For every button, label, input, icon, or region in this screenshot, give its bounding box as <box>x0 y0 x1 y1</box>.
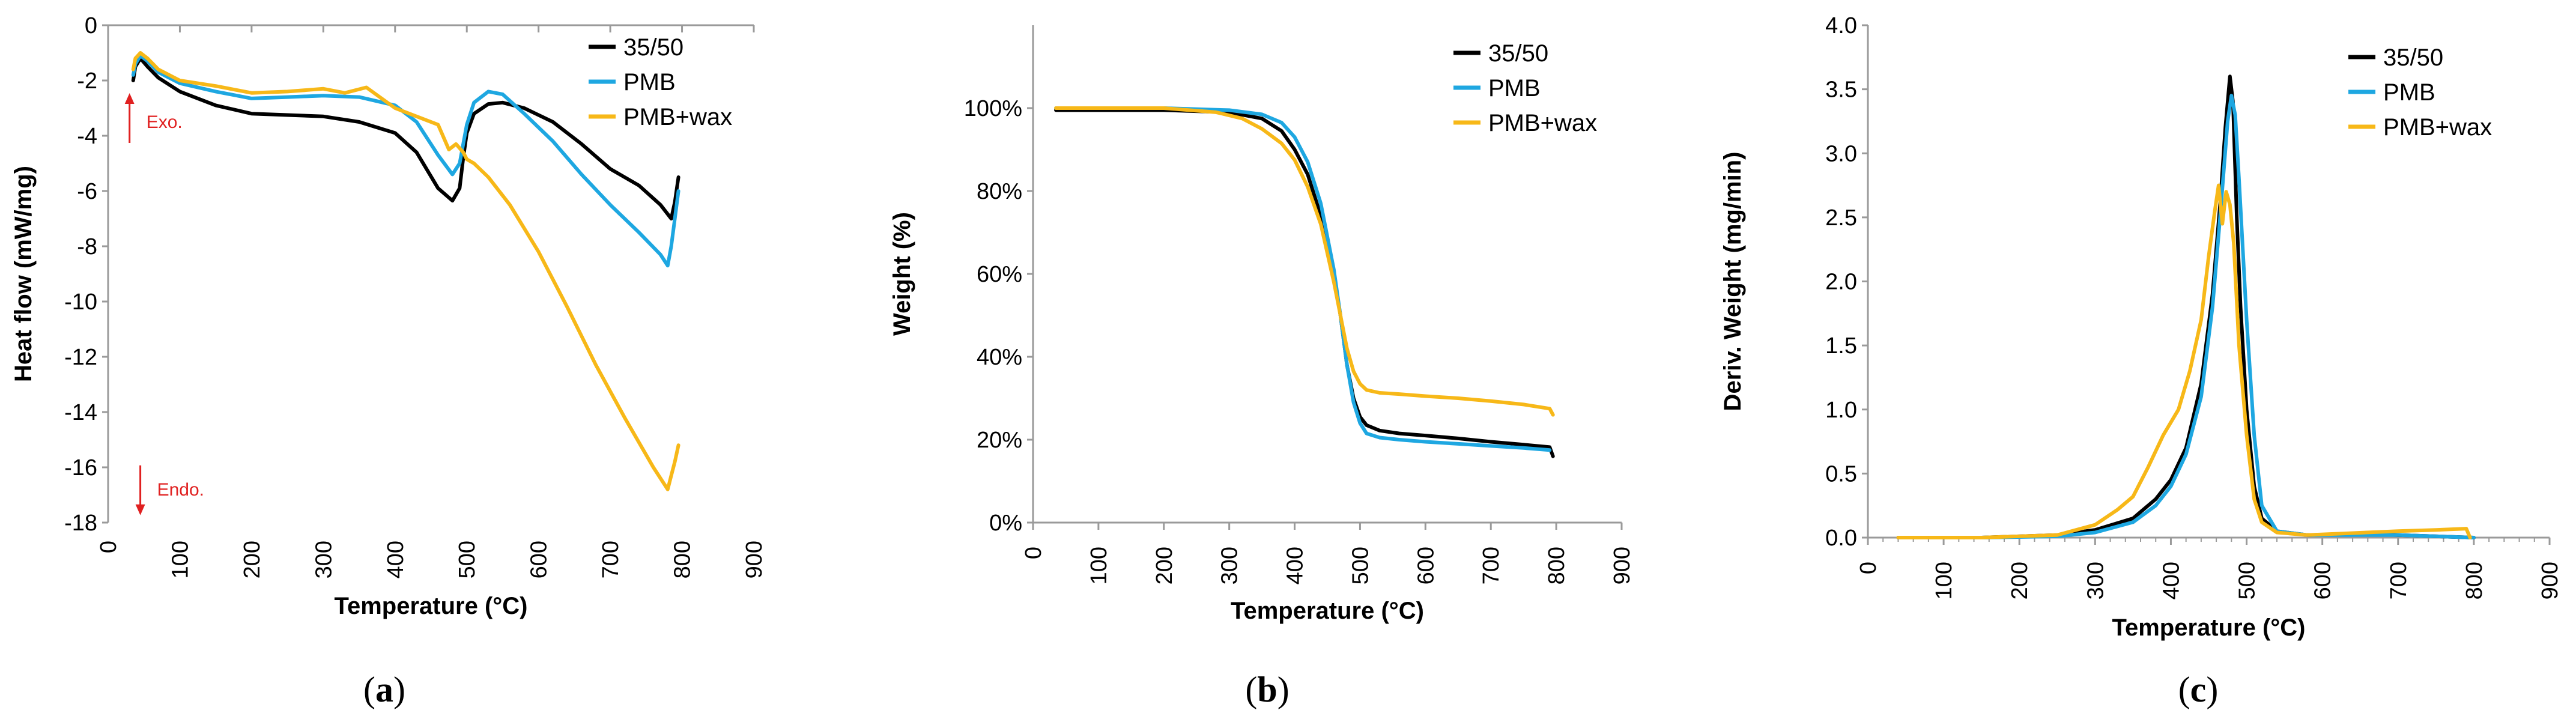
y-tick-label: 0 <box>85 13 97 38</box>
y-tick-label: 4.0 <box>1825 13 1857 38</box>
x-tick-label: 200 <box>2007 562 2032 599</box>
chart-panel-c: 0.0 0.5 1.0 1.5 2.0 2.5 3.0 3.5 4.0 0 100 200 300 400… <box>1720 13 2563 709</box>
y-tick-label: -14 <box>64 400 97 425</box>
y-tick-label: 2.5 <box>1825 205 1857 231</box>
chart-panel-a: 0 -2 -4 -6 -8 -10 -12 -14 -16 -18 0 100 200 300 400 500… <box>10 13 767 709</box>
series-line-pmb-wax <box>1054 106 1555 417</box>
y-tick-label: -2 <box>77 68 97 94</box>
x-tick-label: 500 <box>1348 547 1373 584</box>
x-tick-label: 500 <box>455 541 480 578</box>
x-tick-label: 800 <box>670 541 696 578</box>
series-line-pmb-wax <box>1896 183 2472 539</box>
y-axis-title: Weight (%) <box>889 212 915 336</box>
x-tick-label: 300 <box>1217 547 1243 584</box>
x-tick-label: 800 <box>2462 562 2487 599</box>
x-tick-label: 200 <box>240 541 265 578</box>
y-tick-label: 1.0 <box>1825 398 1857 423</box>
y-axis-title: Deriv. Weight (mg/min) <box>1720 152 1746 411</box>
x-tick-label: 900 <box>742 541 767 578</box>
series-line-pmb-wax <box>131 51 680 491</box>
series-line-35-50 <box>131 56 680 220</box>
x-tick-label: 100 <box>168 541 193 578</box>
x-tick-label: 700 <box>1479 547 1504 584</box>
caption-paren-open: ( <box>2178 670 2190 709</box>
y-tick-label: 0.5 <box>1825 461 1857 487</box>
x-tick-label: 700 <box>2386 562 2411 599</box>
panel-caption: (a) <box>363 670 405 709</box>
legend-label: PMB <box>1488 75 1541 102</box>
y-tick-label: 40% <box>977 345 1022 370</box>
annotation-label: Exo. <box>147 112 183 132</box>
series-line-35-50 <box>1054 108 1555 458</box>
panel-caption: (b) <box>1245 670 1289 709</box>
y-tick-label: -6 <box>77 179 97 204</box>
x-tick-label: 600 <box>527 541 552 578</box>
legend-label: 35/50 <box>1488 40 1548 67</box>
y-tick-label: 100% <box>964 96 1022 121</box>
x-axis-title: Temperature (°C) <box>1231 598 1424 624</box>
y-tick-label: 1.5 <box>1825 333 1857 359</box>
y-tick-label: 3.5 <box>1825 77 1857 103</box>
endo-arrow-head <box>135 504 145 515</box>
y-tick-label: 60% <box>977 262 1022 287</box>
panel-caption: (c) <box>2178 670 2219 709</box>
legend-label: PMB+wax <box>1488 110 1597 136</box>
caption-paren-open: ( <box>1245 670 1257 709</box>
legend-label: PMB <box>623 69 676 96</box>
y-tick-label: 3.0 <box>1825 141 1857 166</box>
caption-paren-close: ) <box>2206 670 2218 709</box>
legend-label: 35/50 <box>623 34 683 61</box>
legend-label: PMB <box>2383 79 2435 106</box>
x-tick-label: 200 <box>1152 547 1177 584</box>
caption-paren-close: ) <box>393 670 405 709</box>
legend-label: 35/50 <box>2383 44 2443 71</box>
x-tick-label: 100 <box>1086 547 1112 584</box>
x-tick-label: 400 <box>1283 547 1308 584</box>
chart-panel-b: 0% 20% 40% 60% 80% 100% 0 100 200 300 400 500 600 700… <box>889 25 1635 709</box>
annotation-label: Endo. <box>157 480 204 500</box>
legend-label: PMB+wax <box>623 104 732 130</box>
legend-label: PMB+wax <box>2383 114 2492 141</box>
caption-paren-open: ( <box>363 670 375 709</box>
x-tick-label: 700 <box>598 541 623 578</box>
y-tick-label: -16 <box>64 455 97 481</box>
x-axis-title: Temperature (°C) <box>2112 614 2306 641</box>
x-tick-label: 0 <box>96 541 121 553</box>
x-tick-label: 600 <box>1413 547 1438 584</box>
y-tick-label: -18 <box>64 511 97 536</box>
y-axis-title: Heat flow (mW/mg) <box>10 166 37 382</box>
x-tick-label: 300 <box>2083 562 2108 599</box>
y-tick-label: 0.0 <box>1825 526 1857 551</box>
y-tick-label: -8 <box>77 234 97 259</box>
x-tick-label: 300 <box>311 541 336 578</box>
caption-letter: c <box>2190 670 2207 709</box>
y-tick-label: -12 <box>64 345 97 370</box>
x-tick-label: 0 <box>1856 562 1881 574</box>
x-tick-label: 900 <box>2538 562 2563 599</box>
series-line-pmb <box>131 53 680 268</box>
y-tick-label: 0% <box>989 511 1022 536</box>
y-tick-label: -4 <box>77 124 97 149</box>
caption-letter: b <box>1257 670 1277 709</box>
y-tick-label: -10 <box>64 290 97 315</box>
x-tick-label: 0 <box>1021 547 1046 559</box>
y-tick-label: 80% <box>977 179 1022 204</box>
x-axis-title: Temperature (°C) <box>335 593 528 619</box>
exo-arrow-head <box>124 93 135 104</box>
x-tick-label: 500 <box>2235 562 2260 599</box>
x-tick-label: 400 <box>2159 562 2184 599</box>
y-tick-label: 2.0 <box>1825 270 1857 295</box>
y-tick-label: 20% <box>977 428 1022 453</box>
x-tick-label: 800 <box>1544 547 1569 584</box>
x-tick-label: 600 <box>2311 562 2336 599</box>
series-line-pmb <box>1896 94 2476 539</box>
x-tick-label: 400 <box>383 541 408 578</box>
series-line-35-50 <box>1896 74 2476 539</box>
x-tick-label: 100 <box>1932 562 1957 599</box>
x-tick-label: 900 <box>1610 547 1635 584</box>
caption-paren-close: ) <box>1277 670 1290 709</box>
caption-letter: a <box>375 670 393 709</box>
